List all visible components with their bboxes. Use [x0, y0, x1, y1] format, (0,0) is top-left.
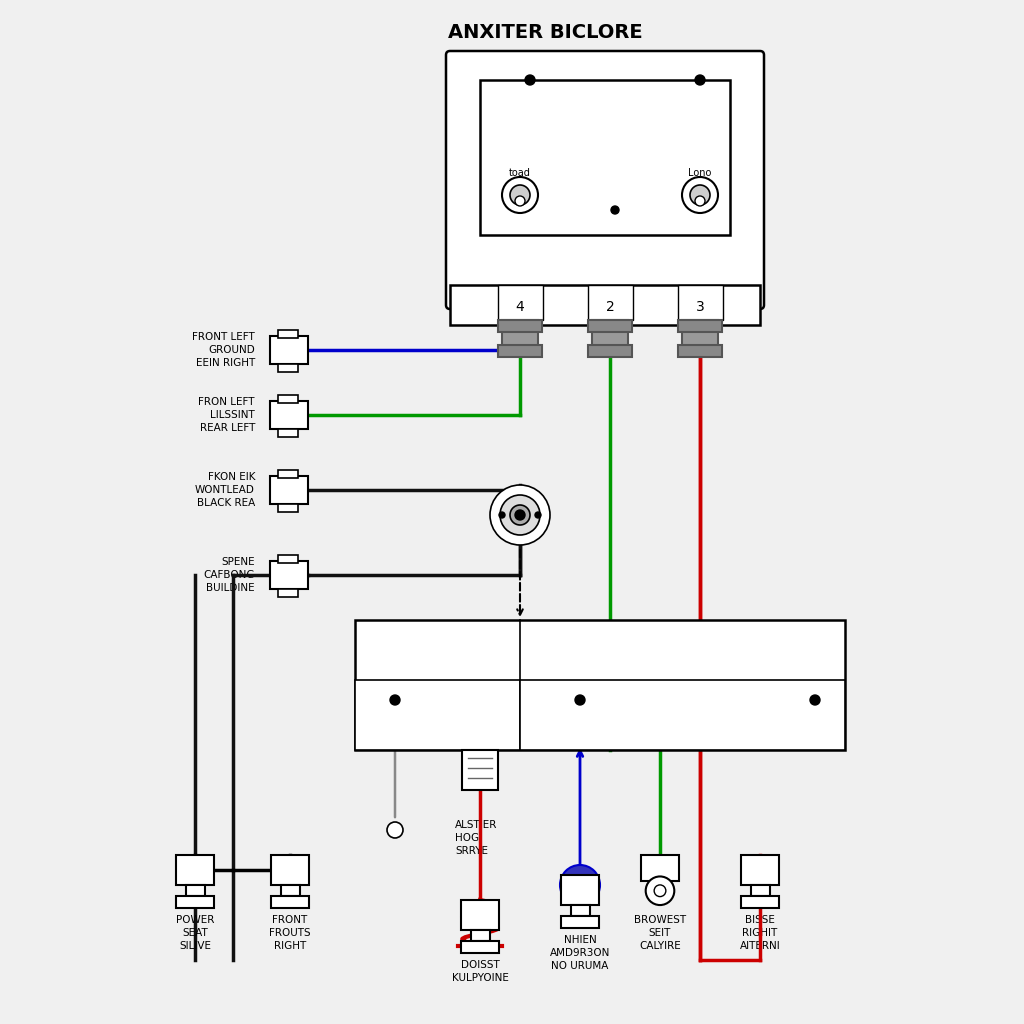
Bar [520, 680, 845, 750]
Text: FRON LEFT
LILSSINT
REAR LEFT: FRON LEFT LILSSINT REAR LEFT [199, 396, 255, 433]
Bar [278, 589, 298, 597]
Text: v: v [477, 735, 483, 745]
Bar [502, 319, 538, 355]
Circle shape [510, 505, 530, 525]
Bar [571, 905, 590, 916]
Bar [561, 874, 599, 905]
Bar [588, 319, 632, 332]
Bar [480, 80, 730, 234]
Bar [471, 930, 490, 941]
Bar [186, 886, 205, 896]
Circle shape [387, 822, 403, 838]
Text: 2: 2 [605, 300, 614, 314]
Circle shape [499, 512, 505, 518]
Text: toad: toad [509, 168, 530, 178]
Bar [498, 345, 542, 357]
Circle shape [515, 196, 525, 206]
Bar [588, 285, 633, 319]
Text: ALSTIER
HOG
SRRYE: ALSTIER HOG SRRYE [455, 820, 498, 856]
Bar [355, 680, 520, 750]
Text: wire: wire [629, 645, 651, 655]
Text: BISSE
RIGHIT
AITERNI: BISSE RIGHIT AITERNI [739, 915, 780, 951]
Circle shape [654, 885, 666, 897]
Bar [462, 750, 498, 790]
Circle shape [810, 695, 820, 705]
Bar [176, 896, 214, 908]
Circle shape [510, 185, 530, 205]
Text: NHIEN
AMD9R3ON
NO URUMA: NHIEN AMD9R3ON NO URUMA [550, 935, 610, 972]
Bar [278, 364, 298, 372]
Circle shape [525, 75, 535, 85]
Bar [355, 620, 845, 750]
Bar [461, 900, 499, 930]
Bar [461, 941, 499, 953]
Circle shape [690, 185, 710, 205]
Circle shape [490, 485, 550, 545]
Bar [271, 855, 309, 886]
Bar [270, 476, 308, 504]
Bar [498, 285, 543, 319]
FancyBboxPatch shape [446, 51, 764, 309]
Bar [678, 285, 723, 319]
Circle shape [535, 512, 541, 518]
Circle shape [560, 865, 600, 905]
Circle shape [695, 196, 705, 206]
Bar [278, 470, 298, 478]
Bar [281, 886, 300, 896]
Bar [278, 504, 298, 512]
Bar [641, 855, 679, 881]
Text: BROWEST
SEIT
CALYIRE: BROWEST SEIT CALYIRE [634, 915, 686, 951]
Bar [498, 319, 542, 332]
Text: DOISST
KULPYOINE: DOISST KULPYOINE [452, 961, 509, 983]
Bar [561, 916, 599, 929]
Bar [270, 561, 308, 589]
Bar [450, 285, 760, 325]
Bar [270, 336, 308, 364]
Text: ANXITER BICLORE: ANXITER BICLORE [447, 23, 642, 42]
Bar [270, 401, 308, 429]
Bar [678, 319, 722, 332]
Bar [176, 855, 214, 886]
Bar [592, 319, 628, 355]
Text: FRONT
FROUTS
RIGHT: FRONT FROUTS RIGHT [269, 915, 311, 951]
Bar [278, 555, 298, 563]
Text: FKON EIK
WONTLEAD
BLACK REA: FKON EIK WONTLEAD BLACK REA [196, 472, 255, 508]
Circle shape [646, 877, 674, 905]
Circle shape [682, 177, 718, 213]
Bar [678, 345, 722, 357]
Text: POWER
SEAT
SILIVE: POWER SEAT SILIVE [176, 915, 214, 951]
Circle shape [695, 75, 705, 85]
Bar [751, 886, 770, 896]
Bar [741, 855, 779, 886]
Text: Lono: Lono [688, 168, 712, 178]
Bar [271, 896, 309, 908]
Bar [278, 429, 298, 437]
Bar [682, 319, 718, 355]
Circle shape [502, 177, 538, 213]
Circle shape [572, 877, 588, 893]
Circle shape [611, 206, 618, 214]
Text: 3: 3 [695, 300, 705, 314]
Text: 4: 4 [516, 300, 524, 314]
Bar [278, 330, 298, 338]
Text: MP
RGHT: MP RGHT [419, 638, 451, 662]
Bar [278, 395, 298, 403]
Circle shape [390, 695, 400, 705]
Circle shape [575, 695, 585, 705]
Circle shape [515, 510, 525, 520]
Text: FRONT LEFT
GROUND
EEIN RIGHT: FRONT LEFT GROUND EEIN RIGHT [193, 332, 255, 369]
Circle shape [500, 495, 540, 535]
Bar [741, 896, 779, 908]
Bar [588, 345, 632, 357]
Text: SPENE
CAFBONG
BUILDINE: SPENE CAFBONG BUILDINE [204, 557, 255, 593]
